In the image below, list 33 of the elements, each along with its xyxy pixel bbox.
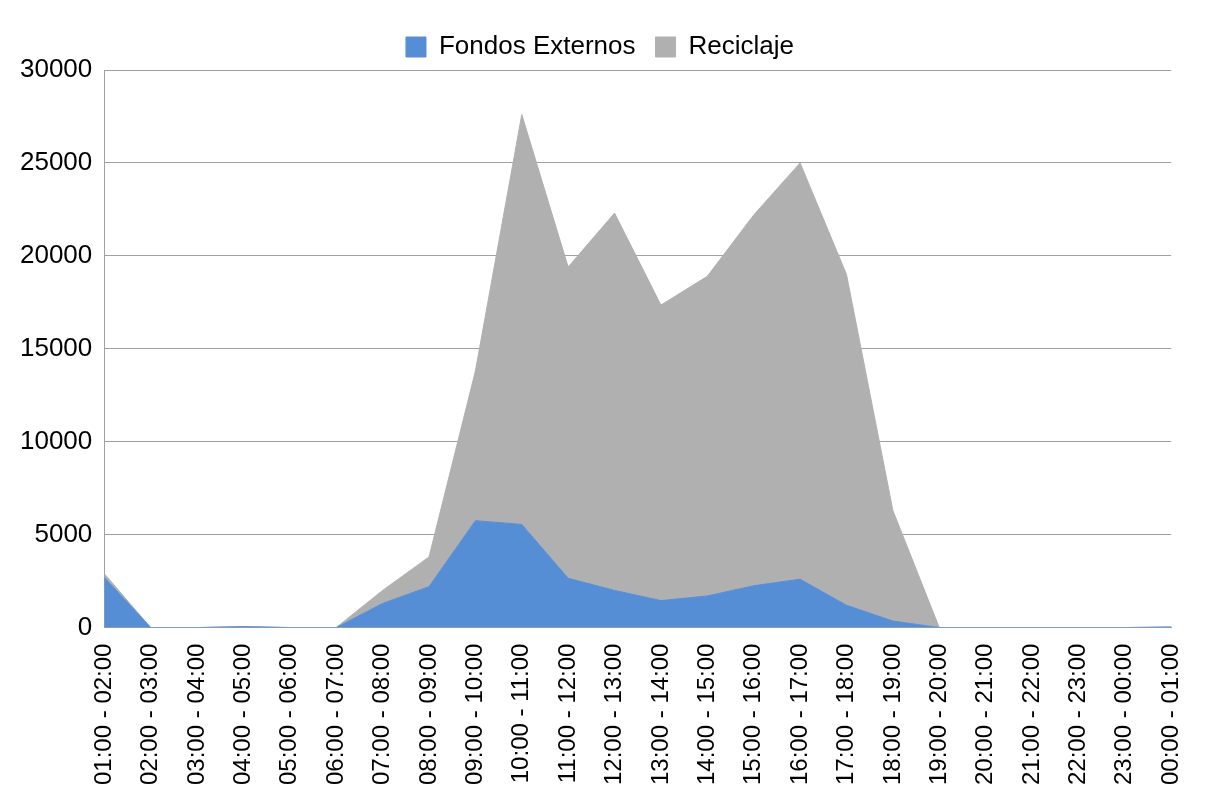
y-tick-label: 30000 [19, 53, 93, 84]
x-tick-label: 18:00 - 19:00 [877, 643, 905, 786]
x-tick-label: 20:00 - 21:00 [970, 643, 998, 786]
x-tick-label: 04:00 - 05:00 [228, 643, 256, 786]
y-tick-label: 25000 [19, 146, 93, 177]
x-tick-label: 01:00 - 02:00 [88, 643, 116, 786]
y-tick-label: 10000 [19, 424, 93, 455]
x-tick-label: 08:00 - 09:00 [413, 643, 441, 786]
x-tick-label: 09:00 - 10:00 [460, 643, 488, 786]
x-tick-label: 05:00 - 06:00 [274, 643, 302, 786]
x-tick-label: 02:00 - 03:00 [135, 643, 163, 786]
x-tick-label: 07:00 - 08:00 [367, 643, 395, 786]
x-tick-label: 16:00 - 17:00 [784, 643, 812, 786]
x-tick-label: 19:00 - 20:00 [923, 643, 951, 786]
x-tick-label: 03:00 - 04:00 [181, 643, 209, 786]
x-tick-label: 23:00 - 00:00 [1109, 643, 1137, 786]
x-tick-label: 10:00 - 11:00 [506, 643, 534, 784]
y-tick-label: 20000 [19, 239, 93, 270]
x-tick-label: 06:00 - 07:00 [320, 643, 348, 786]
legend-label: Reciclaje [688, 30, 795, 61]
legend-label: Fondos Externos [438, 30, 636, 61]
x-tick-label: 00:00 - 01:00 [1155, 643, 1183, 786]
x-tick-label: 15:00 - 16:00 [738, 643, 766, 786]
x-tick-label: 21:00 - 22:00 [1016, 643, 1044, 786]
x-tick-label: 11:00 - 12:00 [552, 643, 580, 784]
y-tick-label: 5000 [34, 517, 93, 548]
y-tick-label: 0 [77, 610, 93, 641]
x-tick-label: 12:00 - 13:00 [599, 643, 627, 786]
x-tick-label: 22:00 - 23:00 [1063, 643, 1091, 786]
y-tick-label: 15000 [19, 331, 93, 362]
x-tick-label: 13:00 - 14:00 [645, 643, 673, 786]
x-tick-label: 17:00 - 18:00 [831, 643, 859, 786]
x-tick-label: 14:00 - 15:00 [691, 643, 719, 786]
